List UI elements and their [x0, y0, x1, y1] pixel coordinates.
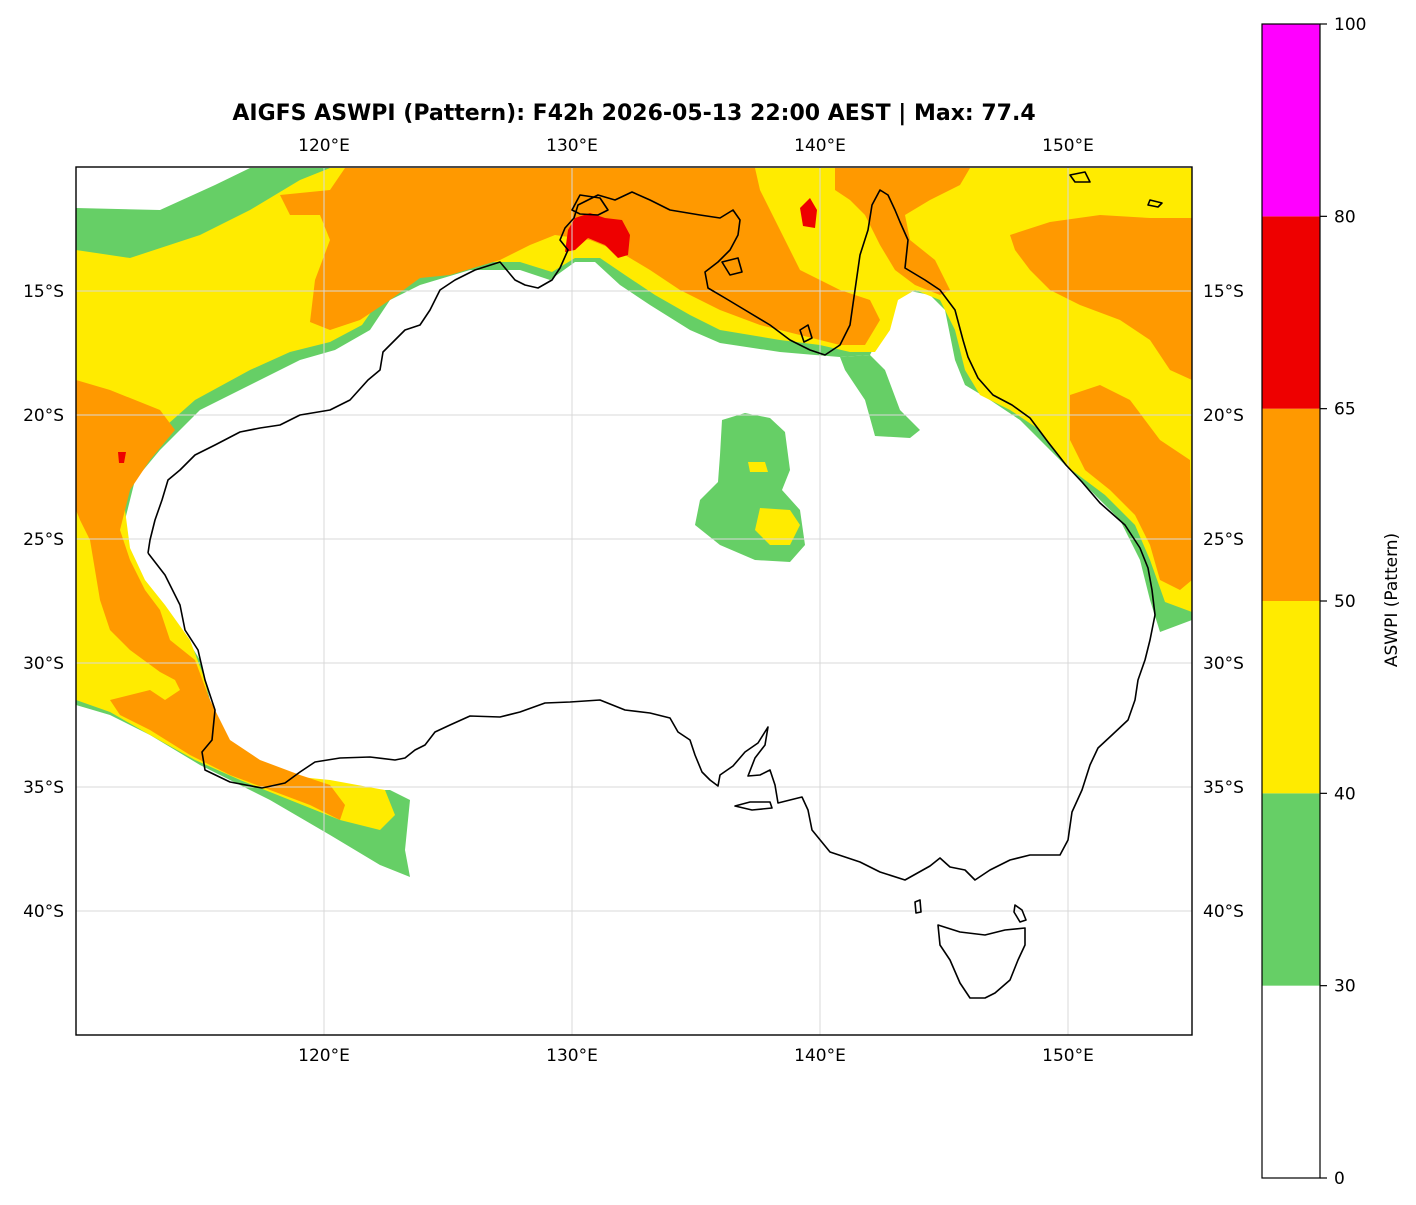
lat-tick-left-5: 40°S	[23, 902, 64, 922]
field-red-west-spot	[118, 452, 126, 463]
coastline-kangaroo-island	[734, 801, 773, 811]
lon-tick-top-0: 120°E	[298, 136, 350, 156]
lon-tick-top-3: 150°E	[1042, 136, 1094, 156]
lon-tick-bottom-2: 140°E	[794, 1046, 846, 1066]
coastline-groote	[721, 257, 743, 276]
colorbar-segment-3	[1262, 408, 1320, 601]
lat-tick-right-3: 30°S	[1203, 654, 1244, 674]
lon-tick-bottom-1: 130°E	[546, 1046, 598, 1066]
lon-tick-top-2: 140°E	[794, 136, 846, 156]
colorbar-tick-0: 0	[1334, 1169, 1345, 1189]
coastline-papua	[1147, 199, 1163, 208]
colorbar-tick-3: 50	[1334, 592, 1356, 612]
colorbar-tick-5: 80	[1334, 207, 1356, 227]
field-orange-west	[76, 380, 345, 820]
coastline	[147, 171, 1163, 999]
lon-tick-top-1: 130°E	[546, 136, 598, 156]
lat-tick-right-4: 35°S	[1203, 778, 1244, 798]
lat-tick-right-5: 40°S	[1203, 902, 1244, 922]
colorbar: 0 30 40 50 65 80 100	[1261, 15, 1366, 1189]
axis-ticks: 120°E 120°E 130°E 130°E 140°E 140°E 150°E 150°E…	[23, 136, 1244, 1066]
lon-tick-bottom-0: 120°E	[298, 1046, 350, 1066]
field-red-arnhem	[565, 213, 630, 258]
lat-tick-right-1: 20°S	[1203, 406, 1244, 426]
colorbar-segment-1	[1262, 793, 1320, 986]
coastline-king-island	[914, 899, 922, 914]
field-yellow-interior-small	[748, 462, 768, 472]
field-green-queensland-gulf	[840, 355, 920, 438]
lat-tick-right-0: 15°S	[1203, 282, 1244, 302]
map-frame	[75, 166, 1193, 1036]
coastline-tasmania	[937, 924, 1026, 999]
coastline-torres	[1069, 171, 1091, 183]
lat-tick-left-1: 20°S	[23, 406, 64, 426]
coastline-melville-island	[571, 194, 609, 216]
map-title: AIGFS ASWPI (Pattern): F42h 2026-05-13 2…	[232, 101, 1036, 126]
colorbar-segment-0	[1262, 985, 1320, 1178]
field-red-cape-york	[800, 198, 817, 228]
colorbar-frame	[1261, 23, 1321, 1179]
field-yellow-interior	[755, 508, 800, 545]
coastline-flinders-island	[1013, 904, 1027, 923]
lat-tick-left-3: 30°S	[23, 654, 64, 674]
colorbar-tick-4: 65	[1334, 400, 1356, 420]
coastline-mainland	[147, 189, 1156, 881]
colorbar-label: ASWPI (Pattern)	[1382, 533, 1402, 667]
colorbar-tick-1: 30	[1334, 977, 1356, 997]
gridlines	[76, 167, 1192, 1035]
lat-tick-right-2: 25°S	[1203, 530, 1244, 550]
colorbar-tick-2: 40	[1334, 784, 1356, 804]
coastline-mornington	[799, 324, 813, 343]
colorbar-segment-4	[1262, 216, 1320, 409]
lon-tick-bottom-3: 150°E	[1042, 1046, 1094, 1066]
colorbar-segment-5	[1262, 24, 1320, 217]
colorbar-tick-top: 100	[1334, 15, 1366, 35]
field-orange-north-east	[835, 168, 970, 295]
lat-tick-left-4: 35°S	[23, 778, 64, 798]
colorbar-segment-2	[1262, 601, 1320, 794]
lat-tick-left-2: 25°S	[23, 530, 64, 550]
lat-tick-left-0: 15°S	[23, 282, 64, 302]
field-orange-coral-sea	[1010, 215, 1192, 380]
